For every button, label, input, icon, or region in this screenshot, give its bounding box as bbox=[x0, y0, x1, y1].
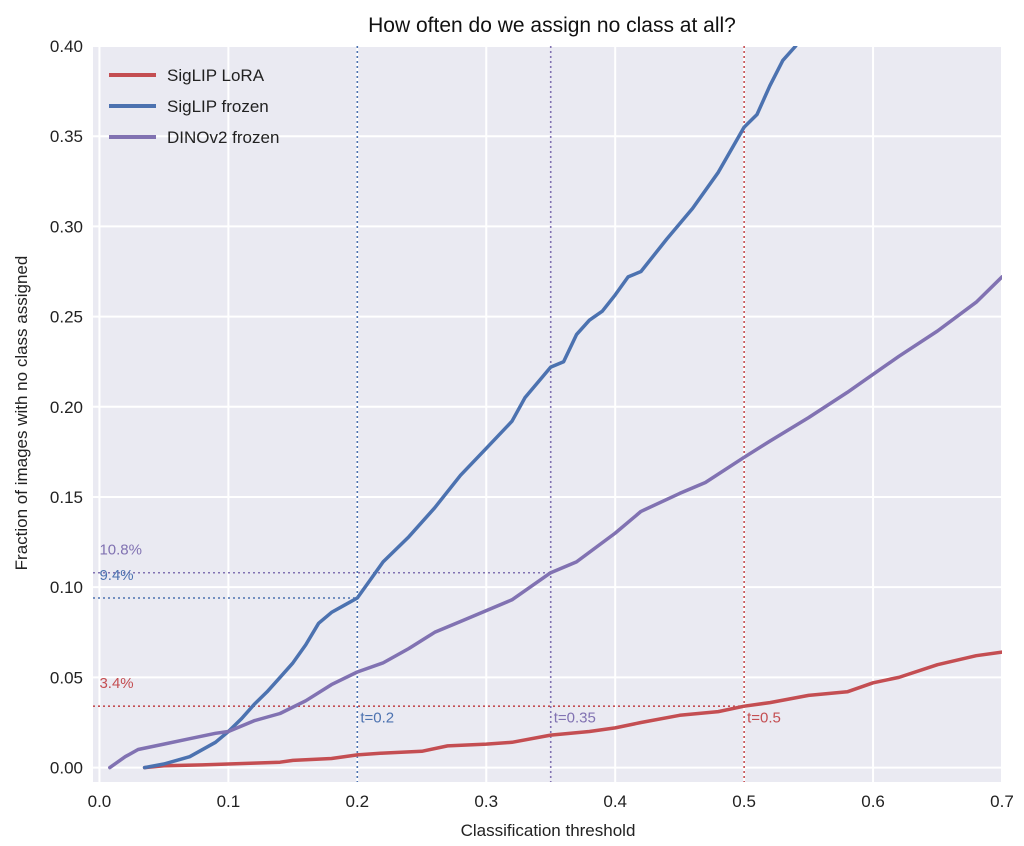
series-line-siglip-lora bbox=[142, 650, 1002, 770]
reference-label: 3.4% bbox=[99, 675, 133, 692]
y-tick-label: 0.20 bbox=[50, 398, 83, 417]
x-tick-label: 0.6 bbox=[861, 792, 885, 811]
legend-label: SigLIP frozen bbox=[167, 97, 269, 116]
x-tick-label: 0.4 bbox=[603, 792, 627, 811]
legend-label: SigLIP LoRA bbox=[167, 66, 265, 85]
legend: SigLIP LoRA SigLIP frozen DINOv2 frozen bbox=[109, 66, 279, 147]
reference-label: 10.8% bbox=[99, 542, 142, 559]
x-tick-label: 0.7 bbox=[990, 792, 1014, 811]
x-axis-label: Classification threshold bbox=[461, 821, 636, 840]
y-axis-label: Fraction of images with no class assigne… bbox=[12, 256, 31, 571]
y-tick-label: 0.00 bbox=[50, 759, 83, 778]
x-tick-label: 0.1 bbox=[217, 792, 241, 811]
reference-label: t=0.2 bbox=[360, 709, 394, 726]
y-tick-label: 0.25 bbox=[50, 308, 83, 327]
series-line-dinov2-frozen bbox=[108, 275, 1002, 770]
series-line-siglip-frozen bbox=[142, 46, 798, 770]
reference-label: t=0.5 bbox=[747, 709, 781, 726]
y-tick-label: 0.35 bbox=[50, 127, 83, 146]
plot-background bbox=[93, 46, 1002, 782]
chart-title: How often do we assign no class at all? bbox=[368, 14, 736, 37]
x-tick-label: 0.0 bbox=[88, 792, 112, 811]
legend-label: DINOv2 frozen bbox=[167, 128, 279, 147]
y-tick-label: 0.40 bbox=[50, 37, 83, 56]
x-tick-label: 0.3 bbox=[474, 792, 498, 811]
y-tick-label: 0.15 bbox=[50, 488, 83, 507]
reference-label: t=0.35 bbox=[554, 709, 596, 726]
y-tick-label: 0.05 bbox=[50, 668, 83, 687]
x-tick-label: 0.5 bbox=[732, 792, 756, 811]
y-tick-label: 0.30 bbox=[50, 217, 83, 236]
x-tick-label: 0.2 bbox=[345, 792, 369, 811]
reference-label: 9.4% bbox=[99, 567, 133, 584]
y-tick-label: 0.10 bbox=[50, 578, 83, 597]
plot-area bbox=[93, 45, 1003, 782]
